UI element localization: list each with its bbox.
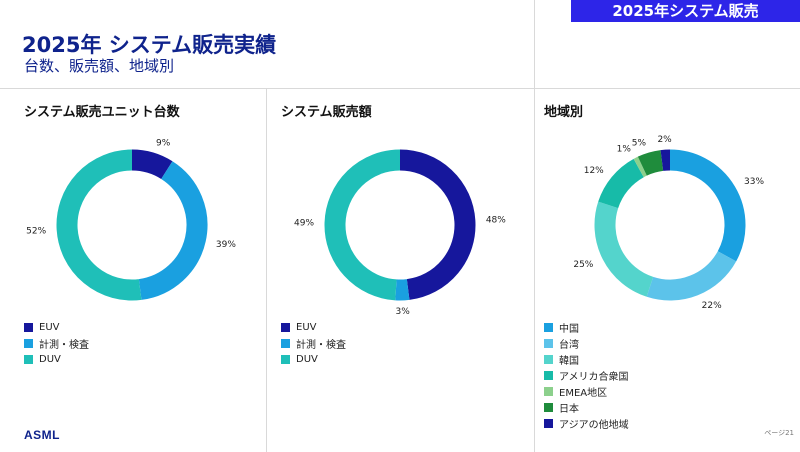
donut-slice-0-0 bbox=[131, 149, 173, 180]
donut-label-0-0: 9% bbox=[156, 138, 171, 148]
donut-slice-2-6 bbox=[660, 149, 671, 171]
header-badge: 2025年システム販売 bbox=[571, 0, 800, 22]
donut-slice-2-3 bbox=[598, 158, 645, 209]
region-donut-chart: 33% 22% 25% 12% 1%5% 2% bbox=[573, 135, 764, 311]
donut-label-2-3: 12% bbox=[584, 166, 604, 176]
donut-slice-2-4 bbox=[633, 156, 647, 178]
donut-label-2-5: 5% bbox=[632, 138, 647, 148]
legend-swatch bbox=[281, 354, 290, 364]
legend-swatch bbox=[544, 322, 553, 332]
donut-label-2-1: 22% bbox=[702, 301, 722, 311]
sales-legend: EUV 計測・検査 DUV bbox=[281, 319, 346, 367]
asml-logo: ASML bbox=[24, 428, 60, 442]
legend-label: 台湾 bbox=[559, 339, 579, 351]
legend-swatch bbox=[24, 322, 33, 332]
units-chart-title: システム販売ユニット台数 bbox=[24, 105, 180, 120]
donut-label-1-1: 3% bbox=[396, 307, 411, 317]
legend-label: 中国 bbox=[559, 323, 579, 335]
legend-label: アメリカ合衆国 bbox=[559, 371, 629, 383]
legend-label: EMEA地区 bbox=[559, 387, 608, 399]
legend-item: アメリカ合衆国 bbox=[544, 367, 629, 383]
legend-label: アジアの他地域 bbox=[559, 419, 629, 431]
legend-swatch bbox=[24, 338, 33, 348]
donut-label-1-2: 49% bbox=[294, 218, 314, 228]
legend-item: 日本 bbox=[544, 399, 629, 415]
legend-label: 計測・検査 bbox=[39, 339, 89, 351]
legend-item: EMEA地区 bbox=[544, 383, 629, 399]
legend-label: EUV bbox=[39, 321, 60, 333]
legend-item: 計測・検査 bbox=[24, 335, 89, 351]
legend-swatch bbox=[544, 354, 553, 364]
legend-swatch bbox=[544, 386, 553, 396]
donut-label-1-0: 48% bbox=[486, 216, 506, 226]
legend-item: 中国 bbox=[544, 319, 629, 335]
donut-label-2-2: 25% bbox=[573, 260, 593, 270]
legend-swatch bbox=[544, 418, 553, 428]
legend-item: 計測・検査 bbox=[281, 335, 346, 351]
header-separator bbox=[0, 88, 800, 89]
donut-slice-2-1 bbox=[646, 250, 737, 301]
page-subtitle: 台数、販売額、地域別 bbox=[24, 57, 175, 75]
legend-swatch bbox=[24, 354, 33, 364]
donut-label-2-0: 33% bbox=[744, 177, 764, 187]
legend-swatch bbox=[544, 402, 553, 412]
donut-slice-2-5 bbox=[637, 150, 664, 176]
donut-slice-2-2 bbox=[594, 201, 654, 297]
legend-label: DUV bbox=[39, 353, 61, 365]
donut-slice-0-1 bbox=[138, 161, 208, 300]
legend-item: 台湾 bbox=[544, 335, 629, 351]
legend-item: アジアの他地域 bbox=[544, 415, 629, 431]
header-divider bbox=[534, 0, 535, 88]
legend-label: 日本 bbox=[559, 403, 579, 415]
donut-label-0-2: 52% bbox=[26, 226, 46, 236]
legend-label: 計測・検査 bbox=[296, 339, 346, 351]
legend-swatch bbox=[544, 370, 553, 380]
legend-swatch bbox=[544, 338, 553, 348]
legend-swatch bbox=[281, 338, 290, 348]
page-title: 2025年 システム販売実績 bbox=[22, 33, 277, 57]
column-divider-1 bbox=[266, 89, 267, 452]
units-legend: EUV 計測・検査 DUV bbox=[24, 319, 89, 367]
region-chart-title: 地域別 bbox=[544, 105, 584, 120]
sales-chart-title: システム販売額 bbox=[281, 105, 372, 120]
legend-item: DUV bbox=[281, 351, 346, 367]
donut-label-2-6: 2% bbox=[657, 135, 672, 145]
units-donut-chart: 9% 39% 52% bbox=[26, 138, 236, 301]
donut-slice-1-0 bbox=[399, 149, 476, 300]
donut-slice-0-2 bbox=[56, 149, 142, 301]
page-number: ページ21 bbox=[764, 429, 794, 437]
donut-slice-1-2 bbox=[324, 149, 401, 301]
donut-label-0-1: 39% bbox=[216, 240, 236, 250]
legend-item: 韓国 bbox=[544, 351, 629, 367]
region-legend: 中国台湾韓国アメリカ合衆国 EMEA地区 日本アジアの他地域 bbox=[544, 319, 629, 431]
donut-slice-1-1 bbox=[395, 279, 410, 301]
legend-label: DUV bbox=[296, 353, 318, 365]
donut-label-2-4: 1% bbox=[617, 144, 632, 154]
donut-slice-2-0 bbox=[669, 149, 746, 262]
legend-item: EUV bbox=[24, 319, 89, 335]
legend-label: 韓国 bbox=[559, 355, 579, 367]
legend-item: DUV bbox=[24, 351, 89, 367]
legend-item: EUV bbox=[281, 319, 346, 335]
column-divider-2 bbox=[534, 89, 535, 452]
sales-donut-chart: 48% 3% 49% bbox=[294, 149, 506, 317]
legend-label: EUV bbox=[296, 321, 317, 333]
legend-swatch bbox=[281, 322, 290, 332]
